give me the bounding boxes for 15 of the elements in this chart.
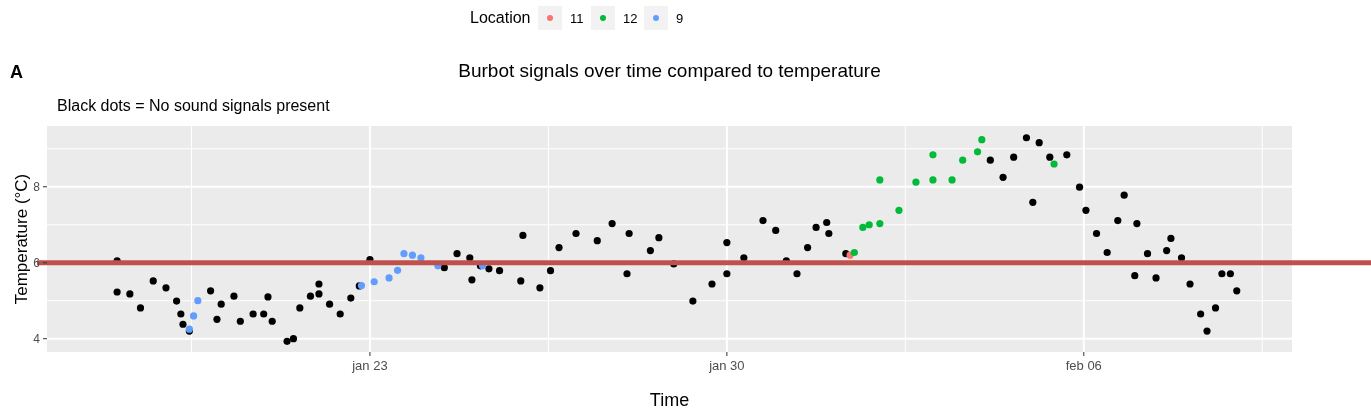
x-axis-title: Time [649, 390, 690, 410]
legend-title: Location [470, 9, 531, 26]
y-tick-label: 8 [33, 179, 41, 194]
x-tick-label: feb 06 [1065, 358, 1102, 373]
text: A [10, 62, 23, 82]
legend-label: 9 [676, 11, 684, 26]
chart-subtitle: Black dots = No sound signals present [57, 97, 331, 114]
y-axis-title: Temperature (°C) [12, 173, 31, 305]
y-tick-label: 6 [33, 255, 41, 270]
chart-title: Burbot signals over time compared to temperature [458, 60, 881, 81]
x-tick-label: jan 23 [351, 358, 388, 373]
y-tick-label: 4 [33, 331, 41, 346]
legend-label: 12 [623, 11, 638, 26]
legend-label: 11 [570, 11, 584, 26]
x-tick-label: jan 30 [708, 358, 745, 373]
